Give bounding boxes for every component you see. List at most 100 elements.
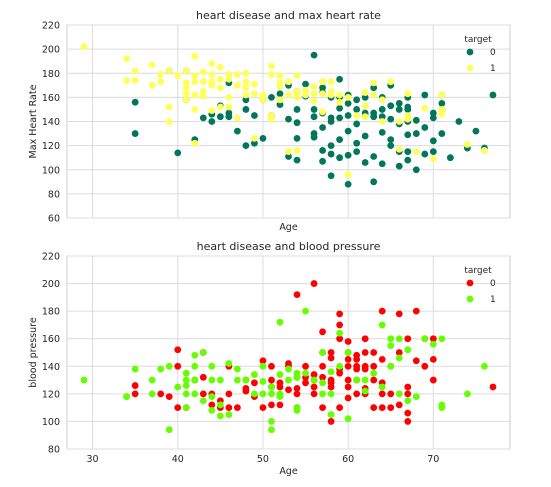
data-point [327,172,335,180]
data-point [429,155,437,163]
data-point [165,118,173,125]
data-point [251,134,258,142]
data-point [395,118,403,125]
data-point [412,148,420,156]
data-point [268,376,275,384]
data-point [251,80,258,88]
data-point [259,404,267,412]
data-point [233,127,241,135]
data-point [199,114,207,122]
data-point [293,106,301,113]
data-point [310,113,318,121]
data-point [353,148,361,156]
data-point [259,378,267,385]
data-point [344,338,352,345]
data-point [310,130,318,137]
data-point [412,357,420,365]
data-point [370,79,378,87]
legend-label: 0 [490,279,496,289]
data-point [276,393,284,401]
data-point [404,346,412,354]
legend-title: target [464,35,492,45]
data-point [199,373,207,381]
data-point [182,369,190,377]
data-point [395,162,403,170]
data-point [123,55,131,63]
data-point [336,329,344,337]
data-point [208,407,216,414]
data-point [191,52,199,60]
data-point [429,340,437,348]
data-point [353,362,361,370]
data-point [327,411,335,418]
data-point [208,376,216,384]
data-point [319,108,326,116]
data-point [387,142,395,150]
data-point [199,68,207,76]
data-point [302,362,309,370]
data-point [191,106,199,113]
data-point [336,75,344,83]
data-point [438,110,446,118]
data-point [336,321,344,329]
x-axis-label: Age [279,222,298,233]
data-point [251,379,258,387]
data-point [455,118,463,125]
data-point [336,310,344,318]
data-point [225,93,233,101]
data-point [310,90,318,98]
data-point [285,360,292,367]
legend-label: 0 [490,48,496,58]
data-point [361,93,369,101]
data-point [268,383,275,391]
data-point [353,96,361,104]
data-point [319,147,326,154]
data-point [387,102,395,110]
data-point [225,71,233,78]
data-point [233,71,241,78]
data-point [421,362,429,370]
legend: target 0 1 [464,266,496,305]
data-point [387,78,395,86]
data-point [353,390,361,398]
data-point [412,307,420,315]
data-point [481,147,488,154]
y-tick-label: 80 [48,189,60,200]
chart-title: heart disease and blood pressure [197,240,381,253]
data-point [225,113,233,121]
data-point [429,355,437,363]
y-tick-label: 180 [42,307,60,318]
y-tick-label: 60 [48,214,60,225]
data-point [370,84,378,92]
data-point [302,307,309,315]
data-point [233,365,241,373]
data-point [259,96,267,104]
data-point [199,78,207,86]
y-tick-label: 160 [42,93,60,104]
data-point [404,103,412,111]
data-point [225,411,233,418]
data-point [276,72,284,80]
data-point [182,404,190,412]
data-point [353,355,361,363]
data-point [421,104,429,112]
data-point [378,307,386,315]
data-point [165,362,173,370]
data-point [319,84,326,92]
data-point [327,87,335,95]
data-point [353,120,361,128]
data-point [293,404,301,412]
data-point [370,349,378,356]
data-point [285,386,292,394]
data-point [199,349,207,356]
chart-title: heart disease and max heart rate [196,9,381,22]
data-point [336,98,344,106]
y-tick-label: 100 [42,165,60,176]
data-point [208,107,216,115]
data-point [404,390,412,398]
data-point [395,145,403,153]
series-1 [80,43,488,178]
data-point [327,383,335,391]
data-point [378,160,386,168]
data-point [310,97,318,105]
